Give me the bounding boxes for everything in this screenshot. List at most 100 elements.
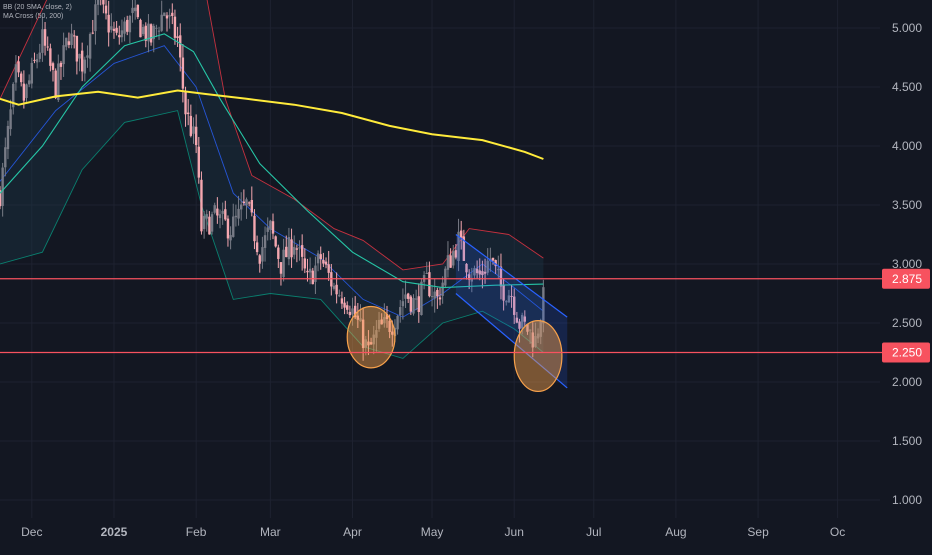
candle-body[interactable] xyxy=(353,305,357,318)
highlight-ellipse[interactable] xyxy=(513,320,563,393)
candle-body[interactable] xyxy=(94,4,97,32)
price-level-tag[interactable] xyxy=(882,268,930,289)
candle-body[interactable] xyxy=(237,208,240,219)
candle-body[interactable] xyxy=(205,214,208,219)
candle-body[interactable] xyxy=(221,210,224,214)
candle-body[interactable] xyxy=(168,14,171,17)
candle-body[interactable] xyxy=(303,258,307,269)
candle-body[interactable] xyxy=(115,27,118,33)
candle-body[interactable] xyxy=(141,26,145,35)
candle-body[interactable] xyxy=(290,239,293,258)
candle-body[interactable] xyxy=(234,215,238,218)
candle-body[interactable] xyxy=(133,7,137,12)
candle-body[interactable] xyxy=(491,257,495,261)
candle-body[interactable] xyxy=(17,61,20,73)
candle-body[interactable] xyxy=(12,83,15,108)
candle-body[interactable] xyxy=(343,302,346,308)
candle-body[interactable] xyxy=(478,270,481,275)
candle-body[interactable] xyxy=(274,236,277,247)
candle-body[interactable] xyxy=(338,295,341,297)
candle-body[interactable] xyxy=(247,202,251,204)
bollinger-lower-line[interactable] xyxy=(0,110,544,359)
candle-body[interactable] xyxy=(462,236,466,261)
candle-body[interactable] xyxy=(428,272,431,297)
candle-body[interactable] xyxy=(285,246,288,258)
candle-body[interactable] xyxy=(510,295,513,297)
candle-body[interactable] xyxy=(25,84,28,98)
candle-body[interactable] xyxy=(41,29,44,53)
candle-body[interactable] xyxy=(184,91,187,115)
candle-body[interactable] xyxy=(279,262,283,274)
candle-body[interactable] xyxy=(417,296,420,313)
candle-body[interactable] xyxy=(27,80,31,85)
candle-body[interactable] xyxy=(454,250,458,258)
candle-body[interactable] xyxy=(420,281,423,316)
candle-body[interactable] xyxy=(33,59,36,61)
candle-body[interactable] xyxy=(120,30,124,38)
candle-body[interactable] xyxy=(91,32,94,34)
candle-body[interactable] xyxy=(216,208,219,216)
candle-body[interactable] xyxy=(176,36,179,39)
candle-body[interactable] xyxy=(356,315,360,320)
candle-body[interactable] xyxy=(465,263,468,273)
candle-body[interactable] xyxy=(194,126,198,146)
candle-body[interactable] xyxy=(314,265,317,282)
candle-body[interactable] xyxy=(327,264,330,273)
candle-body[interactable] xyxy=(412,298,415,314)
candle-body[interactable] xyxy=(20,73,23,83)
candle-body[interactable] xyxy=(518,321,521,329)
candle-body[interactable] xyxy=(189,115,193,136)
candle-body[interactable] xyxy=(67,41,71,45)
candle-body[interactable] xyxy=(528,329,532,331)
candle-body[interactable] xyxy=(4,147,7,168)
candle-body[interactable] xyxy=(152,25,155,40)
candle-body[interactable] xyxy=(375,330,378,338)
candle-body[interactable] xyxy=(505,301,508,303)
candle-body[interactable] xyxy=(250,200,254,213)
candle-body[interactable] xyxy=(80,50,84,72)
candle-body[interactable] xyxy=(200,179,203,232)
candle-body[interactable] xyxy=(160,14,163,31)
candle-body[interactable] xyxy=(202,215,206,230)
candle-body[interactable] xyxy=(1,167,4,206)
candle-body[interactable] xyxy=(293,246,296,255)
candle-body[interactable] xyxy=(197,146,200,178)
candle-body[interactable] xyxy=(70,33,73,45)
candle-body[interactable] xyxy=(385,314,389,320)
candle-body[interactable] xyxy=(242,201,246,204)
candle-body[interactable] xyxy=(507,295,511,303)
candle-body[interactable] xyxy=(335,284,338,295)
candle-body[interactable] xyxy=(118,35,121,38)
candle-body[interactable] xyxy=(14,64,18,83)
candle-body[interactable] xyxy=(449,255,452,268)
candle-body[interactable] xyxy=(131,7,134,14)
candle-body[interactable] xyxy=(298,247,301,249)
candle-body[interactable] xyxy=(483,271,487,274)
candle-body[interactable] xyxy=(282,249,285,277)
candle-body[interactable] xyxy=(245,199,248,206)
candle-body[interactable] xyxy=(502,284,505,301)
price-level-tag[interactable] xyxy=(882,342,930,363)
candle-body[interactable] xyxy=(155,27,158,29)
candle-body[interactable] xyxy=(351,308,354,315)
candle-body[interactable] xyxy=(9,109,12,130)
candle-body[interactable] xyxy=(306,270,309,273)
candle-body[interactable] xyxy=(396,315,399,330)
candle-body[interactable] xyxy=(523,316,527,322)
candle-body[interactable] xyxy=(364,339,367,348)
candle-body[interactable] xyxy=(513,296,516,315)
candle-body[interactable] xyxy=(332,285,336,289)
candle-body[interactable] xyxy=(539,320,542,337)
candle-body[interactable] xyxy=(380,319,383,325)
candle-body[interactable] xyxy=(46,46,49,48)
candle-body[interactable] xyxy=(78,53,81,59)
candle-body[interactable] xyxy=(430,296,434,298)
candle-body[interactable] xyxy=(494,260,497,267)
candle-body[interactable] xyxy=(139,19,142,38)
candle-body[interactable] xyxy=(441,282,444,296)
candle-body[interactable] xyxy=(232,216,235,237)
candle-body[interactable] xyxy=(531,332,534,348)
candle-body[interactable] xyxy=(324,261,328,265)
channel-lower-line[interactable] xyxy=(455,293,568,389)
